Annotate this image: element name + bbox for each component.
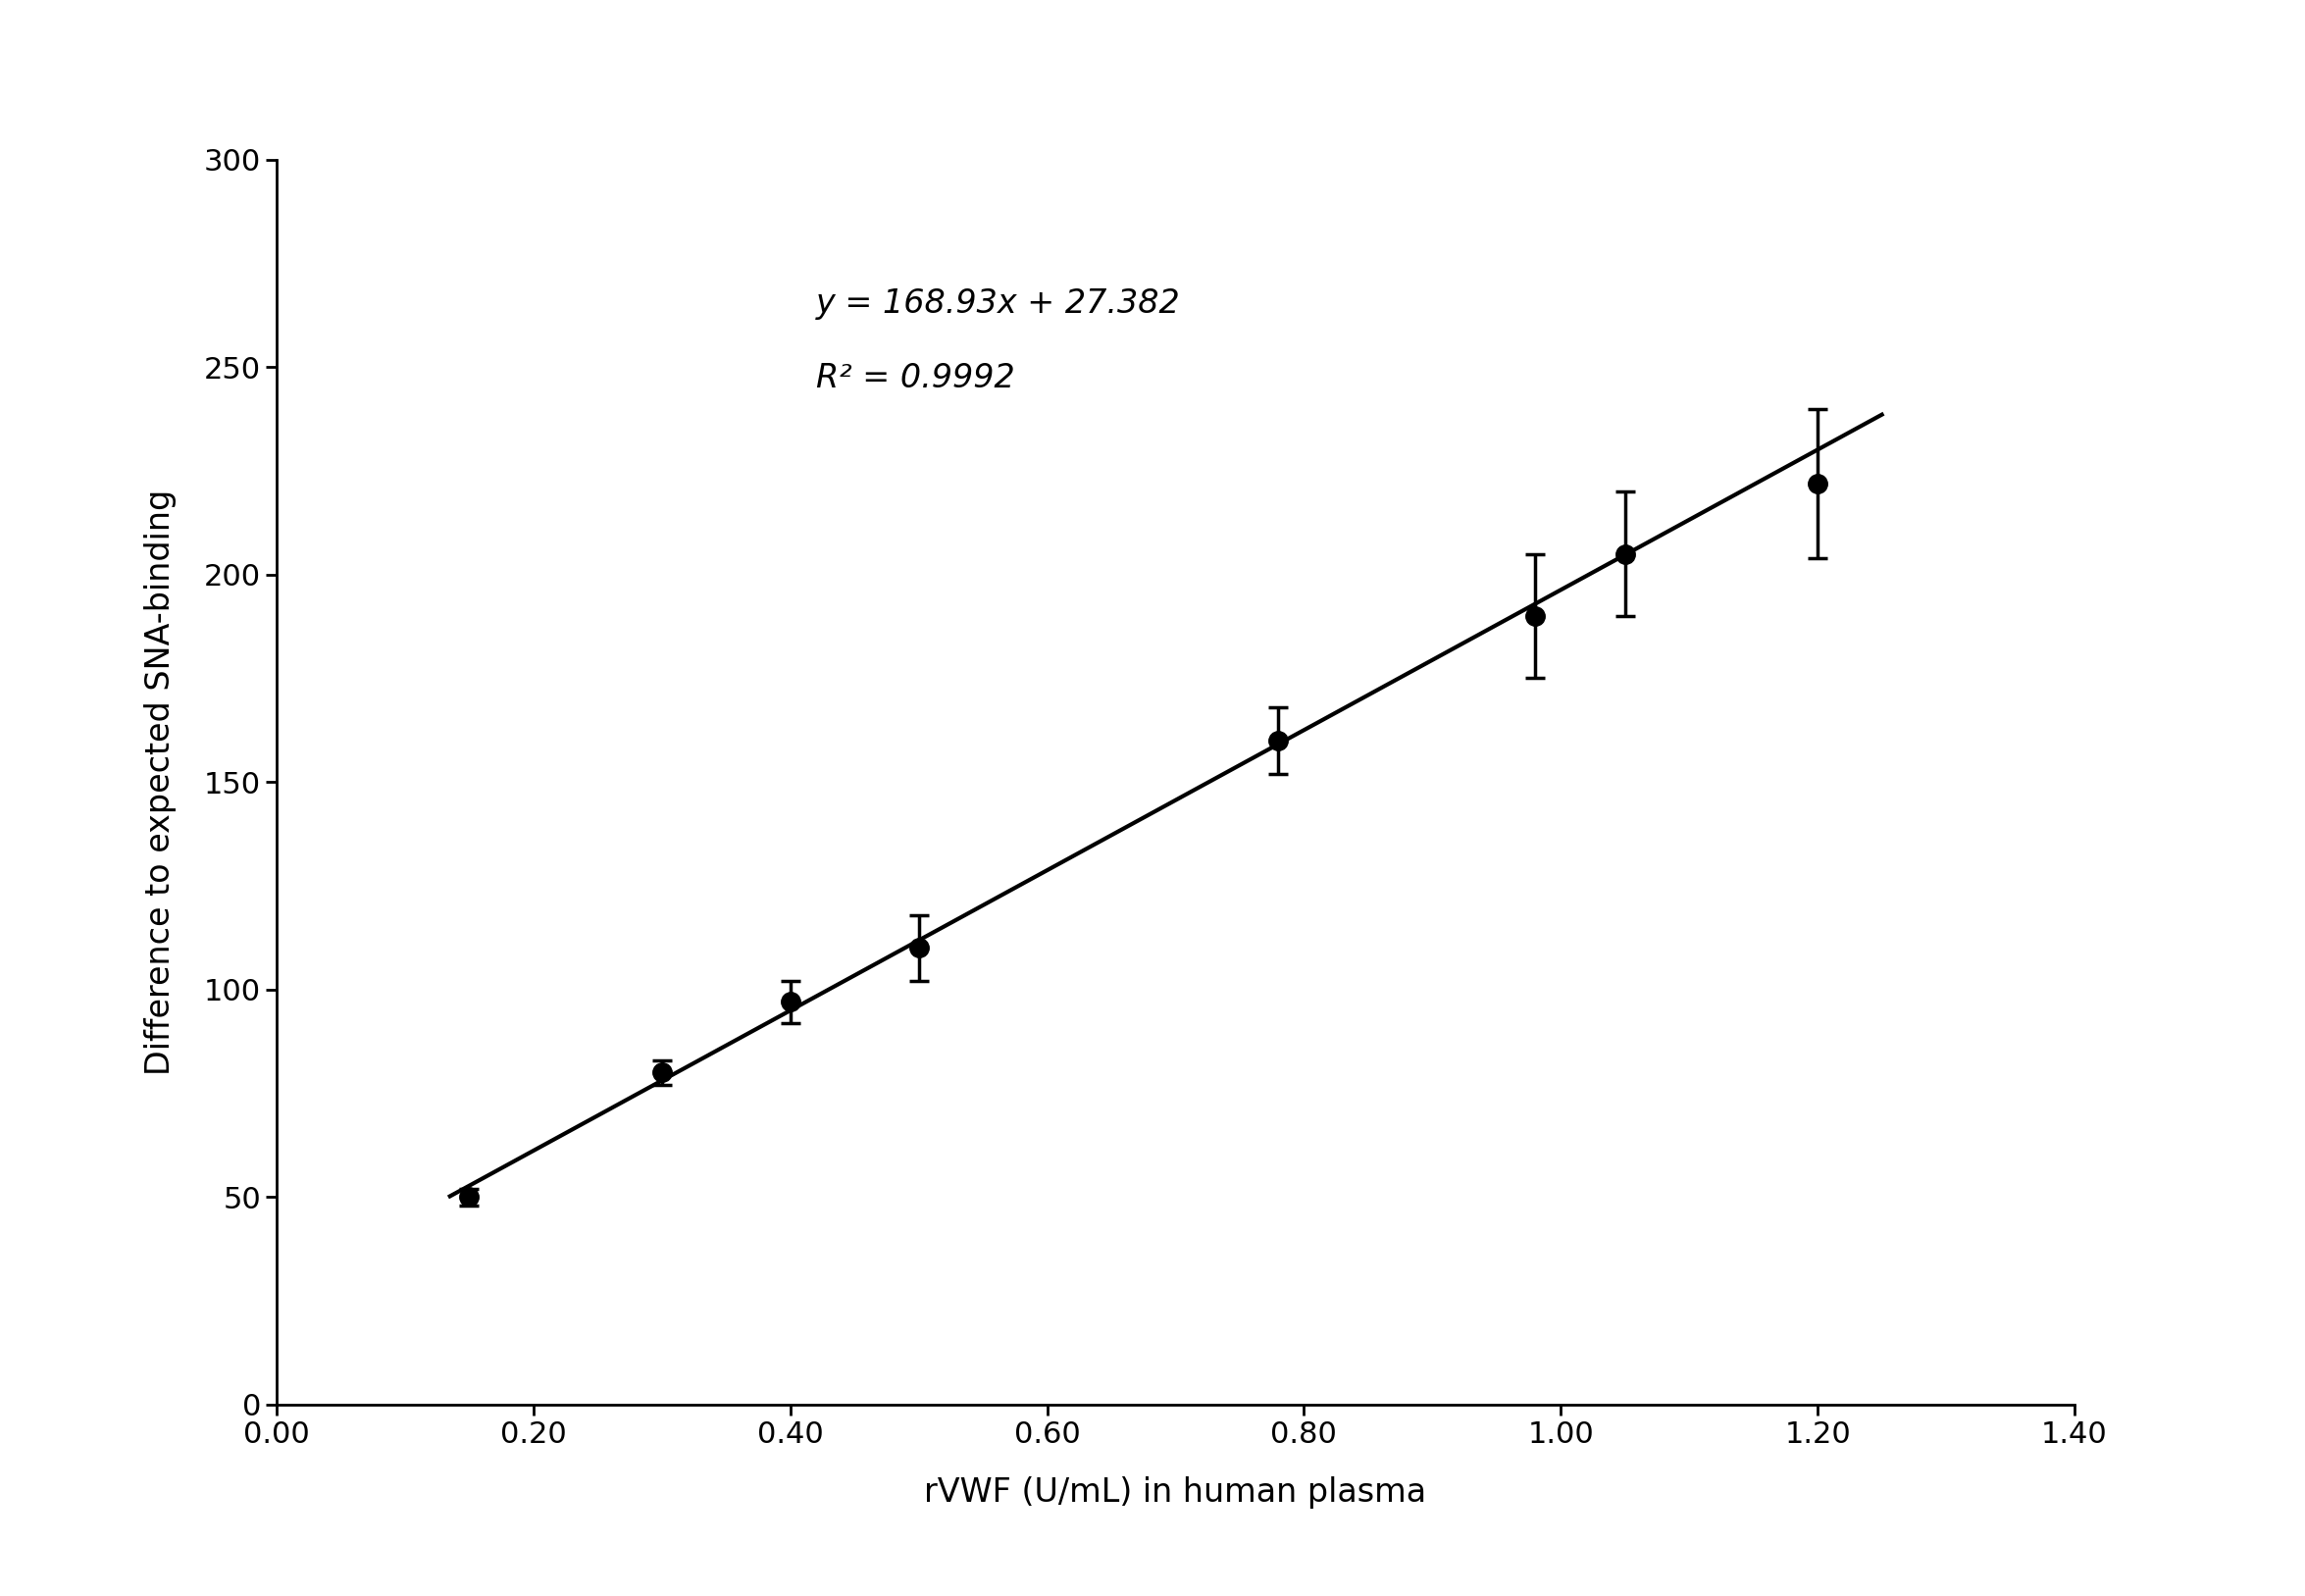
- X-axis label: rVWF (U/mL) in human plasma: rVWF (U/mL) in human plasma: [924, 1476, 1427, 1508]
- Text: R² = 0.9992: R² = 0.9992: [816, 362, 1014, 394]
- Text: y = 168.93x + 27.382: y = 168.93x + 27.382: [816, 287, 1180, 321]
- Y-axis label: Difference to expected SNA-binding: Difference to expected SNA-binding: [145, 488, 177, 1076]
